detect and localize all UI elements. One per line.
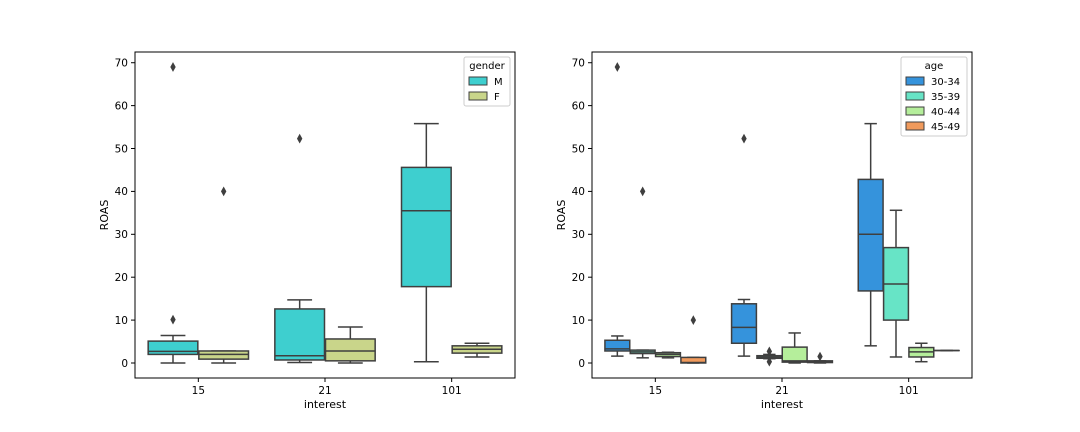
legend-swatch bbox=[468, 76, 488, 86]
legend-swatch bbox=[905, 76, 925, 86]
y-tick-label: 70 bbox=[572, 58, 585, 70]
chart-panel-1: 0 10 20 30 40 50 60 70 15 21 101 interest ROAS gender… bbox=[98, 51, 516, 411]
x-tick-label: 15 bbox=[649, 385, 662, 397]
y-tick-label: 60 bbox=[572, 100, 585, 112]
box-body bbox=[781, 346, 808, 363]
legend-title: gender bbox=[469, 61, 505, 72]
flier-point bbox=[220, 186, 227, 197]
box-body bbox=[730, 303, 758, 345]
legend-label: M bbox=[494, 77, 503, 88]
box-body bbox=[147, 340, 199, 356]
axes-frame bbox=[591, 51, 973, 379]
y-tick-label: 70 bbox=[115, 58, 128, 70]
flier-point bbox=[614, 62, 621, 72]
y-tick-label: 30 bbox=[572, 229, 585, 241]
flier-point bbox=[170, 314, 176, 325]
flier-point bbox=[296, 133, 303, 144]
y-tick-label: 10 bbox=[572, 315, 585, 327]
legend: gender MF bbox=[463, 56, 511, 107]
y-tick-label: 0 bbox=[121, 358, 128, 370]
box-30-34-101 bbox=[857, 122, 884, 347]
y-axis-label: ROAS bbox=[555, 200, 568, 231]
flier-point bbox=[170, 62, 176, 72]
legend-label: 30-34 bbox=[931, 77, 960, 88]
box-45-49-15 bbox=[680, 315, 707, 364]
box-F-15 bbox=[198, 186, 250, 364]
y-tick-label: 50 bbox=[572, 143, 585, 155]
box-body bbox=[400, 166, 452, 288]
y-tick-label: 60 bbox=[115, 100, 128, 112]
legend-label: F bbox=[494, 92, 500, 103]
box-40-44-21 bbox=[781, 332, 808, 364]
y-axis-label: ROAS bbox=[98, 200, 111, 231]
box-40-44-15 bbox=[654, 351, 682, 359]
axes-frame bbox=[134, 51, 516, 379]
box-45-49-21 bbox=[806, 351, 834, 364]
y-tick-label: 40 bbox=[572, 186, 585, 198]
x-tick-label: 101 bbox=[442, 385, 462, 397]
box-body bbox=[857, 178, 884, 292]
box-35-39-101 bbox=[882, 209, 910, 358]
flier-point bbox=[766, 356, 773, 367]
flier-point bbox=[817, 351, 823, 362]
box-M-21 bbox=[274, 133, 326, 364]
box-30-34-15 bbox=[604, 62, 631, 357]
box-M-15 bbox=[147, 62, 199, 364]
y-tick-label: 50 bbox=[115, 143, 128, 155]
box-F-21 bbox=[324, 326, 376, 364]
box-body bbox=[604, 339, 631, 352]
box-M-101 bbox=[400, 122, 452, 363]
y-tick-label: 10 bbox=[115, 315, 128, 327]
y-tick-label: 40 bbox=[115, 186, 128, 198]
legend-swatch bbox=[905, 106, 925, 116]
x-tick-label: 21 bbox=[775, 385, 788, 397]
legend-label: 45-49 bbox=[931, 122, 960, 133]
y-tick-label: 20 bbox=[572, 272, 585, 284]
y-tick-label: 30 bbox=[115, 229, 128, 241]
y-tick-label: 0 bbox=[578, 358, 585, 370]
box-F-101 bbox=[451, 342, 503, 358]
chart-panel-2: 0 10 20 30 40 50 60 70 15 21 101 interest ROAS age 30-… bbox=[555, 51, 973, 411]
box-body bbox=[274, 308, 326, 361]
legend-label: 40-44 bbox=[931, 107, 960, 118]
box-40-44-101 bbox=[908, 342, 935, 363]
box-body bbox=[324, 338, 376, 362]
legend-title: age bbox=[925, 61, 944, 72]
x-tick-label: 21 bbox=[318, 385, 331, 397]
x-tick-label: 15 bbox=[192, 385, 205, 397]
legend-swatch bbox=[905, 121, 925, 131]
x-axis-label: interest bbox=[304, 398, 347, 411]
x-tick-label: 101 bbox=[899, 385, 919, 397]
legend: age 30-34 35-39 40-44 45-49 bbox=[900, 56, 968, 137]
flier-point bbox=[741, 133, 747, 144]
x-axis-label: interest bbox=[761, 398, 804, 411]
box-35-39-21 bbox=[756, 346, 783, 367]
flier-point bbox=[766, 346, 773, 357]
legend-swatch bbox=[905, 91, 925, 101]
y-tick-label: 20 bbox=[115, 272, 128, 284]
box-35-39-15 bbox=[629, 186, 656, 359]
flier-point bbox=[639, 186, 646, 197]
legend-label: 35-39 bbox=[931, 92, 960, 103]
box-30-34-21 bbox=[730, 133, 758, 357]
flier-point bbox=[690, 315, 697, 325]
legend-swatch bbox=[468, 91, 488, 101]
